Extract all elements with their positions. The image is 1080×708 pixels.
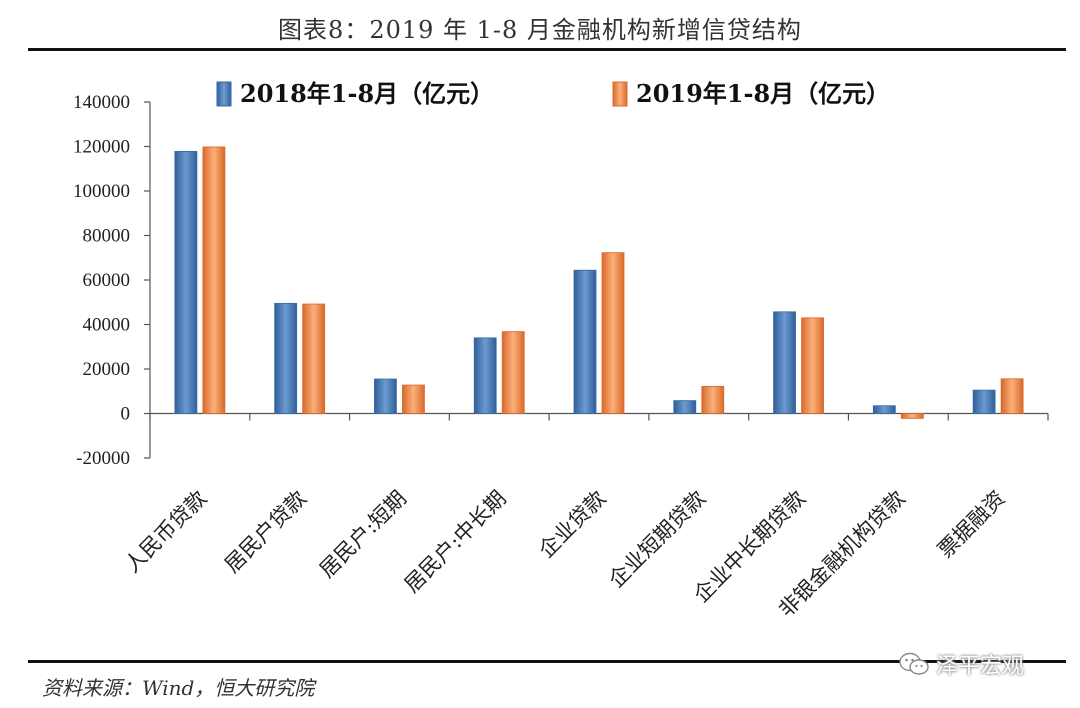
y-tick-label: 140000: [73, 92, 130, 113]
x-category-label: 企业短期贷款: [604, 486, 710, 592]
top-rule: [28, 48, 1066, 51]
bar-2018-3: [374, 378, 397, 414]
x-category-label: 企业贷款: [534, 486, 610, 562]
legend-swatch-2018: [216, 81, 232, 107]
bar-2019-6: [701, 385, 725, 414]
bottom-rule: [28, 660, 1066, 663]
x-category-label: 居民户:短期: [315, 486, 411, 582]
bar-2019-8: [900, 413, 924, 419]
bar-2018-9: [972, 389, 996, 414]
x-category-label: 居民户贷款: [220, 486, 311, 577]
bar-2018-2: [274, 302, 298, 414]
bar-2018-7: [773, 311, 796, 414]
y-tick-label: 40000: [83, 315, 131, 336]
bar-2019-5: [601, 252, 625, 414]
y-tick-label: 80000: [83, 226, 131, 247]
bar-2019-2: [302, 303, 326, 414]
legend: 2018年1-8月（亿元） 2019年1-8月（亿元）: [216, 79, 890, 108]
legend-label-2018: 2018年1-8月（亿元）: [240, 79, 494, 108]
bar-2019-4: [501, 331, 525, 414]
bar-chart: 2018年1-8月（亿元） 2019年1-8月（亿元） -20000 0 20000…: [73, 79, 1049, 622]
bar-2018-1: [174, 150, 198, 414]
legend-label-2019: 2019年1-8月（亿元）: [636, 79, 890, 108]
source-note: 资料来源：Wind，恒大研究院: [42, 676, 315, 700]
x-category-label: 居民户:中长期: [400, 486, 511, 597]
legend-swatch-2019: [612, 81, 628, 107]
bar-2019-1: [202, 146, 226, 414]
y-tick-label: 0: [121, 404, 131, 425]
wechat-icon: [899, 652, 929, 675]
x-category-label: 票据融资: [933, 486, 1009, 562]
y-tick-label: -20000: [76, 448, 130, 469]
bar-2019-3: [402, 384, 425, 414]
bar-2019-9: [1000, 378, 1024, 414]
y-tick-label: 100000: [73, 181, 130, 202]
bar-2018-5: [573, 269, 597, 414]
watermark: 泽平宏观: [898, 648, 1024, 680]
bar-2018-8: [872, 405, 896, 414]
y-tick-label: 20000: [83, 359, 131, 380]
bar-2018-4: [473, 337, 497, 414]
bar-2019-7: [801, 317, 824, 414]
bar-2018-6: [673, 400, 697, 414]
chart-title: 图表8：2019 年 1-8 月金融机构新增信贷结构: [278, 16, 802, 44]
y-tick-label: 120000: [73, 137, 130, 158]
y-tick-label: 60000: [83, 270, 131, 291]
x-category-label: 人民币贷款: [120, 486, 211, 577]
watermark-text: 泽平宏观: [936, 654, 1025, 679]
plot-area: -20000 0 20000 40000 60000 80000 100000 120000 1…: [73, 92, 1049, 622]
